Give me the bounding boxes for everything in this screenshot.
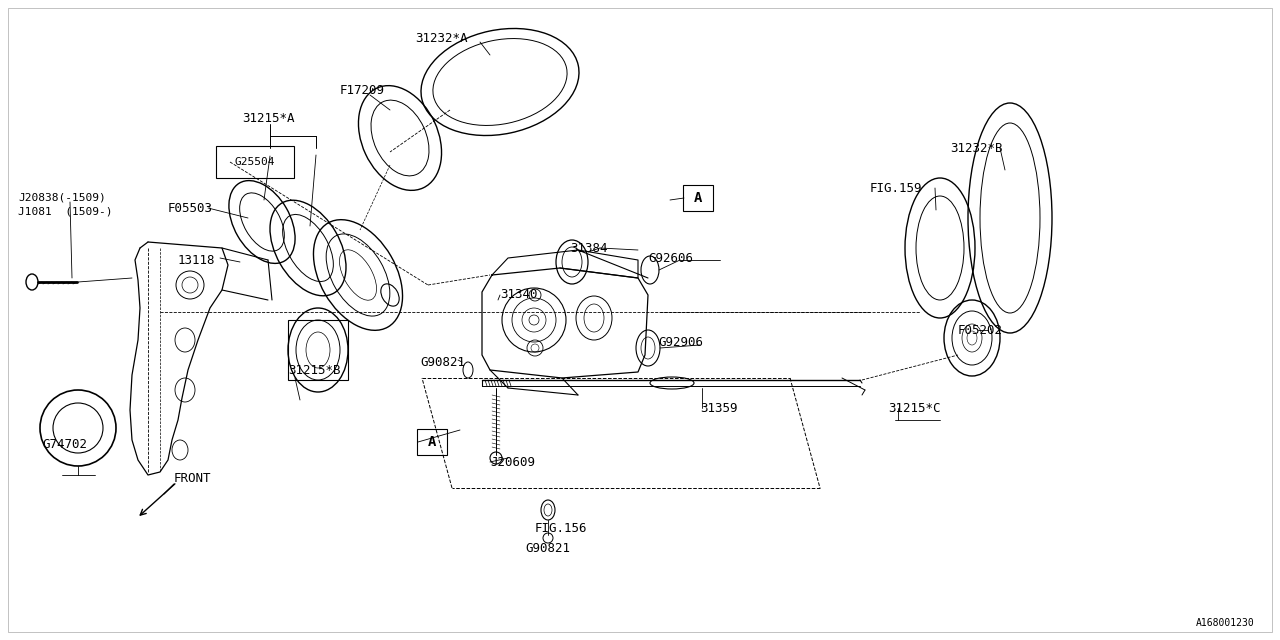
Text: G90821: G90821 <box>420 355 465 369</box>
FancyBboxPatch shape <box>417 429 447 455</box>
Text: F05503: F05503 <box>168 202 212 214</box>
Text: A: A <box>694 191 703 205</box>
Text: G25504: G25504 <box>234 157 275 167</box>
Text: FIG.156: FIG.156 <box>535 522 588 534</box>
Text: J20838(-1509): J20838(-1509) <box>18 193 106 203</box>
Text: 31215*A: 31215*A <box>242 111 294 125</box>
Text: 31215*C: 31215*C <box>888 401 941 415</box>
Text: G90821: G90821 <box>525 541 570 554</box>
Text: 31232*A: 31232*A <box>415 31 467 45</box>
Text: A168001230: A168001230 <box>1197 618 1254 628</box>
Text: FRONT: FRONT <box>174 472 211 484</box>
Text: FIG.159: FIG.159 <box>870 182 923 195</box>
Text: F17209: F17209 <box>340 83 385 97</box>
Text: J1081  (1509-): J1081 (1509-) <box>18 207 113 217</box>
Text: 31215*B: 31215*B <box>288 364 340 376</box>
Text: 31232*B: 31232*B <box>950 141 1002 154</box>
Text: 31340: 31340 <box>500 289 538 301</box>
Text: A: A <box>428 435 436 449</box>
Text: 31384: 31384 <box>570 241 608 255</box>
Text: F05202: F05202 <box>957 323 1004 337</box>
Text: G74702: G74702 <box>42 438 87 451</box>
Text: G92906: G92906 <box>658 335 703 349</box>
Text: J20609: J20609 <box>490 456 535 468</box>
FancyBboxPatch shape <box>684 185 713 211</box>
Text: 31359: 31359 <box>700 401 737 415</box>
Text: G92606: G92606 <box>648 252 692 264</box>
Text: 13118: 13118 <box>178 253 215 266</box>
Bar <box>288 320 348 380</box>
FancyBboxPatch shape <box>216 146 294 178</box>
